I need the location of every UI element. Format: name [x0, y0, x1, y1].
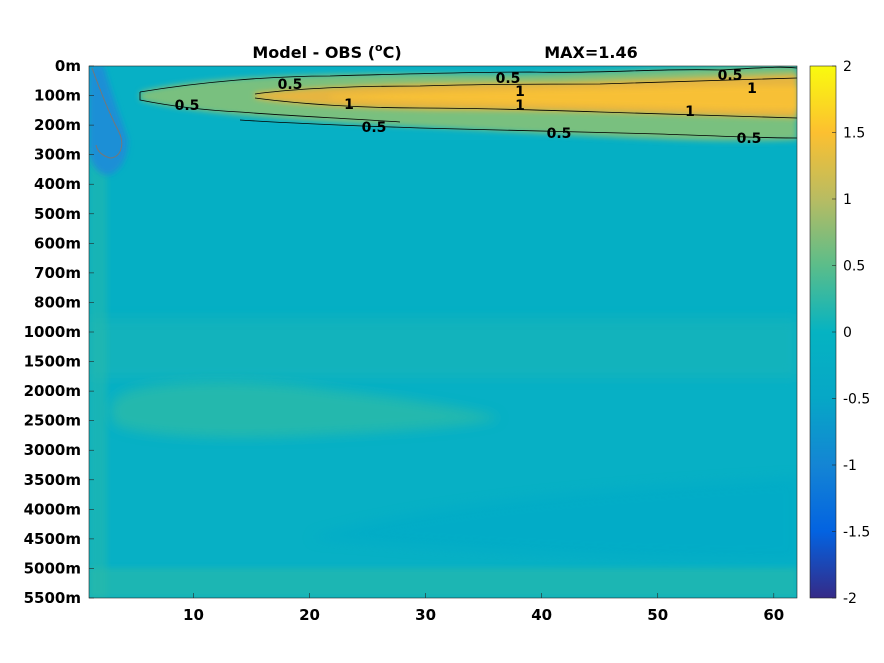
left-edge-greenish — [89, 150, 107, 598]
mid-depth-band — [89, 318, 797, 378]
y-tick-label: 600m — [34, 234, 81, 252]
x-tick-label: 10 — [183, 606, 204, 624]
y-tick-label: 1000m — [24, 323, 81, 341]
contour-label: 0.5 — [278, 77, 303, 93]
x-tick-label: 20 — [299, 606, 320, 624]
y-tick-label: 800m — [34, 293, 81, 311]
contour-label: 1 — [747, 81, 757, 97]
y-tick-label: 100m — [34, 87, 81, 105]
contour-line-1-lower — [254, 97, 797, 119]
contour-line-1-upper — [254, 77, 797, 95]
colorbar-tick-label: -1 — [843, 458, 857, 474]
y-tick-label: 3000m — [24, 441, 81, 459]
colorbar — [809, 65, 837, 599]
contour-line-0.5-lower — [239, 119, 797, 139]
chart-title: Model - OBS (oC) — [252, 41, 401, 62]
contour-label: 0.5 — [737, 131, 762, 147]
y-axis: 0m 100m 200m 300m 400m 500m 600m 700m 800m 1000m 1… — [24, 57, 94, 607]
contour-label: 1 — [515, 98, 525, 114]
deep-warm-patch — [110, 381, 500, 438]
x-tick-label: 30 — [415, 606, 436, 624]
y-tick-label: 400m — [34, 175, 81, 193]
y-tick-label: 5500m — [24, 589, 81, 607]
colorbar-ticks: 2 1.5 1 0.5 0 -0.5 -1 -1.5 -2 — [832, 59, 870, 607]
y-tick-label: 2500m — [24, 412, 81, 430]
surface-cool-patch — [89, 66, 128, 175]
y-tick-label: 500m — [34, 205, 81, 223]
colorbar-tick-label: -2 — [843, 591, 857, 607]
y-tick-label: 3500m — [24, 471, 81, 489]
colorbar-tick-label: 1.5 — [843, 126, 865, 142]
y-tick-label: 4000m — [24, 500, 81, 518]
contour-line-0.5-upper — [139, 66, 797, 93]
colorbar-tick-label: 0 — [843, 325, 852, 341]
y-tick-label: 200m — [34, 116, 81, 134]
heatmap-plot-area — [89, 66, 797, 598]
colorbar-tick-label: -0.5 — [843, 392, 870, 408]
y-tick-label: 0m — [55, 57, 81, 75]
contour-line-negative — [91, 67, 123, 159]
contour-label: 0.5 — [718, 68, 743, 84]
x-tick-label: 50 — [647, 606, 668, 624]
x-axis: 10 20 30 40 50 60 — [183, 593, 784, 624]
y-tick-label: 300m — [34, 146, 81, 164]
y-tick-label: 4500m — [24, 530, 81, 548]
y-tick-label: 700m — [34, 264, 81, 282]
y-tick-label: 2000m — [24, 382, 81, 400]
x-tick-label: 40 — [531, 606, 552, 624]
upper-layer-cyan-shade — [89, 140, 797, 330]
contour-label: 0.5 — [547, 126, 572, 142]
contour-label: 0.5 — [362, 120, 387, 136]
max-annotation: MAX=1.46 — [544, 43, 638, 62]
x-tick-label: 60 — [763, 606, 784, 624]
y-tick-label: 1500m — [24, 353, 81, 371]
contour-label: 1 — [515, 84, 525, 100]
colorbar-tick-label: 0.5 — [843, 259, 865, 275]
deep-cool-wedge — [310, 478, 797, 560]
bottom-greenish-band — [89, 568, 797, 598]
contour-label: 1 — [685, 104, 695, 120]
contour-line-0.5-left — [139, 92, 401, 123]
warm-band-peak — [330, 86, 797, 110]
contour-label: 0.5 — [175, 98, 200, 114]
colorbar-tick-label: -1.5 — [843, 525, 870, 541]
contour-label: 0.5 — [496, 71, 521, 87]
colorbar-tick-label: 2 — [843, 59, 852, 75]
y-tick-label: 5000m — [24, 559, 81, 577]
colorbar-tick-label: 1 — [843, 192, 852, 208]
contour-label: 1 — [344, 97, 354, 113]
